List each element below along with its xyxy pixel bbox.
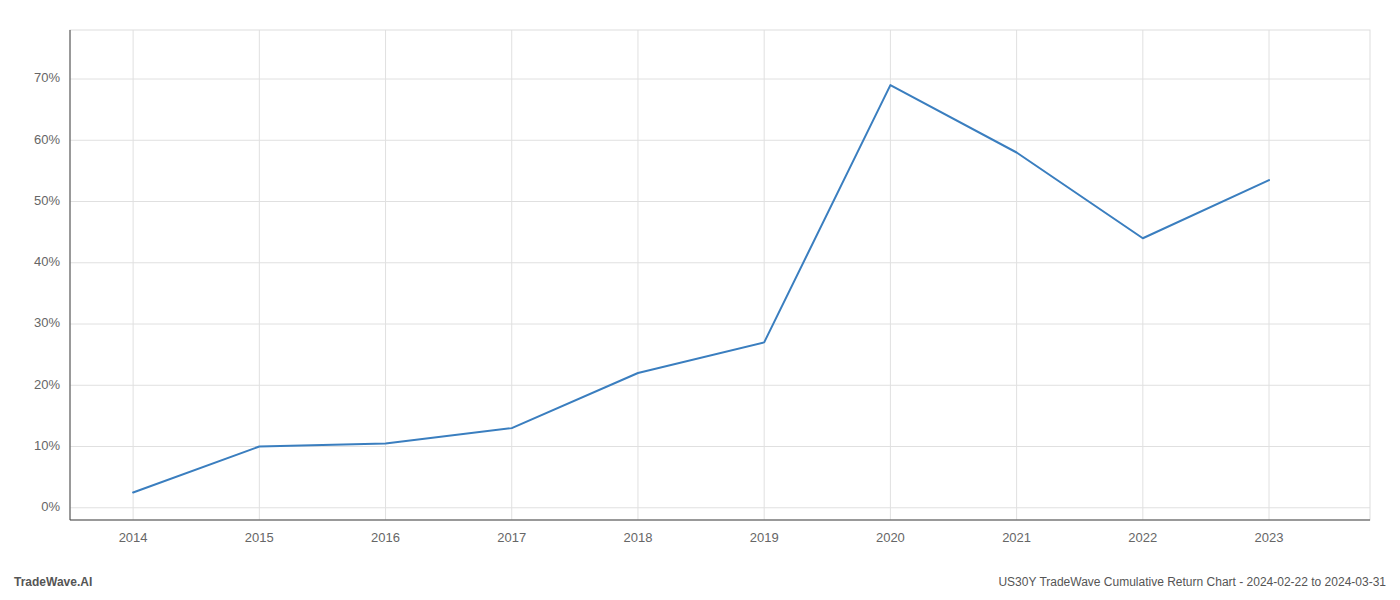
x-tick-label: 2022: [1128, 530, 1157, 545]
data-layer: [133, 85, 1269, 492]
y-tick-label: 70%: [34, 70, 60, 85]
x-grid-line: [511, 30, 512, 520]
y-tick-label: 20%: [34, 377, 60, 392]
chart-container: 0% 10% 20% 30% 40% 50% 60% 70% 2014 2015 2016 2017 2…: [0, 0, 1400, 600]
x-tick-label: 2014: [119, 530, 148, 545]
x-tick-label: 2018: [624, 530, 653, 545]
y-tick-label: 30%: [34, 315, 60, 330]
y-tick-label: 60%: [34, 132, 60, 147]
y-grid-line: [70, 201, 1370, 202]
chart-svg: 0% 10% 20% 30% 40% 50% 60% 70% 2014 2015 2016 2017 2…: [0, 0, 1400, 600]
series-line: [133, 85, 1269, 492]
x-tick-label: 2016: [371, 530, 400, 545]
y-grid-line: [70, 140, 1370, 141]
y-grid-line: [70, 385, 1370, 386]
y-grid-line: [70, 324, 1370, 325]
x-grid-line: [1269, 30, 1270, 520]
plot-frame: [70, 30, 1370, 520]
x-tick-label: 2017: [497, 530, 526, 545]
grid: [70, 30, 1370, 520]
x-tick-label: 2015: [245, 530, 274, 545]
x-tick-label: 2023: [1255, 530, 1284, 545]
x-grid-line: [1016, 30, 1017, 520]
annotation-left: TradeWave.AI: [14, 575, 92, 589]
y-tick-label: 10%: [34, 438, 60, 453]
x-grid-line: [890, 30, 891, 520]
annotation-right: US30Y TradeWave Cumulative Return Chart …: [998, 575, 1386, 589]
x-grid-line: [764, 30, 765, 520]
y-tick-label: 40%: [34, 254, 60, 269]
y-grid-line: [70, 262, 1370, 263]
x-tick-label: 2020: [876, 530, 905, 545]
y-axis-line: [70, 30, 71, 520]
x-tick-label: 2021: [1002, 530, 1031, 545]
axes: 0% 10% 20% 30% 40% 50% 60% 70% 2014 2015 2016 2017 2…: [34, 30, 1370, 545]
page: {"chart_data": {"type": "line", "x": [20…: [0, 0, 1400, 600]
x-grid-line: [1142, 30, 1143, 520]
y-tick-label: 0%: [41, 499, 60, 514]
x-grid-line: [637, 30, 638, 520]
y-grid-line: [70, 79, 1370, 80]
x-tick-label: 2019: [750, 530, 779, 545]
x-grid-line: [133, 30, 134, 520]
y-tick-label: 50%: [34, 193, 60, 208]
x-grid-line: [385, 30, 386, 520]
y-grid-line: [70, 507, 1370, 508]
x-axis-line: [70, 520, 1370, 521]
